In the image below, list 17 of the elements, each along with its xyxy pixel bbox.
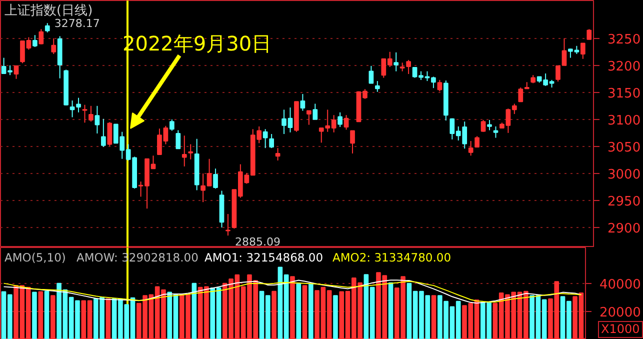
y-tick-label: 3250 — [608, 32, 641, 48]
annotation: 3278.17 — [54, 17, 100, 30]
y-tick-label: 3150 — [608, 86, 641, 102]
annotation: AMO1: 32154868.00 — [204, 250, 324, 264]
chart-title: 上证指数(日线) — [4, 4, 93, 18]
y-tick-label: 40000 — [600, 277, 641, 292]
y-tick-label: 3000 — [608, 167, 641, 182]
y-tick-label: 20000 — [600, 305, 641, 320]
annotation: AMO(5,10) — [4, 250, 66, 264]
y-tick-label: 3050 — [608, 140, 641, 156]
y-tick-label: 2950 — [608, 194, 641, 210]
unit-note: X1000 — [598, 321, 643, 338]
y-tick-label: 3200 — [608, 59, 641, 74]
y-tick-label: 3100 — [608, 113, 641, 128]
y-tick-label: 2900 — [608, 222, 641, 236]
annotation: 2885.09 — [234, 236, 280, 249]
annotation: AMO2: 31334780.00 — [332, 250, 452, 264]
